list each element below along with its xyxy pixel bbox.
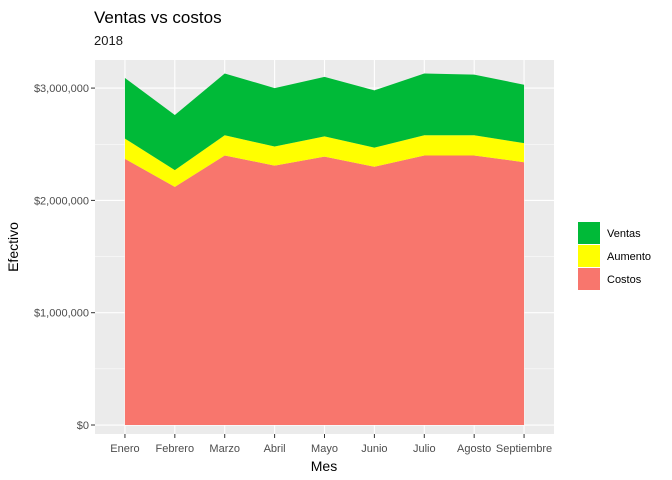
x-tick-label: Septiembre xyxy=(496,443,552,455)
x-tick-label: Marzo xyxy=(209,443,240,455)
chart-title: Ventas vs costos xyxy=(94,8,222,27)
x-tick-label: Mayo xyxy=(311,443,338,455)
area-costos xyxy=(124,155,525,426)
x-axis: Enero Febrero Marzo Abril Mayo Junio Julio Agos… xyxy=(110,434,552,455)
legend-key-aumento xyxy=(578,245,600,267)
y-axis: $0 $1,000,000 $2,000,000 $3,000,000 xyxy=(34,83,95,432)
x-tick-label: Abril xyxy=(264,443,286,455)
x-tick-label: Enero xyxy=(110,443,139,455)
y-tick-label: $0 xyxy=(77,420,89,432)
x-axis-title: Mes xyxy=(311,458,337,474)
legend-key-costos xyxy=(578,268,600,290)
x-tick-label: Agosto xyxy=(457,443,491,455)
legend-key-ventas xyxy=(578,222,600,244)
area-series xyxy=(124,73,525,426)
x-tick-label: Julio xyxy=(413,443,436,455)
area-aumento xyxy=(124,135,525,187)
x-tick-label: Febrero xyxy=(156,443,195,455)
legend: Ventas Aumento Costos xyxy=(578,222,651,290)
x-tick-label: Junio xyxy=(361,443,387,455)
y-axis-title: Efectivo xyxy=(5,222,21,272)
y-tick-label: $1,000,000 xyxy=(34,308,89,320)
chart-subtitle: 2018 xyxy=(94,33,123,48)
legend-label-costos: Costos xyxy=(607,274,642,286)
legend-label-aumento: Aumento xyxy=(607,251,651,263)
y-tick-label: $2,000,000 xyxy=(34,195,89,207)
y-tick-label: $3,000,000 xyxy=(34,83,89,95)
area-ventas xyxy=(124,73,525,171)
legend-label-ventas: Ventas xyxy=(607,228,641,240)
